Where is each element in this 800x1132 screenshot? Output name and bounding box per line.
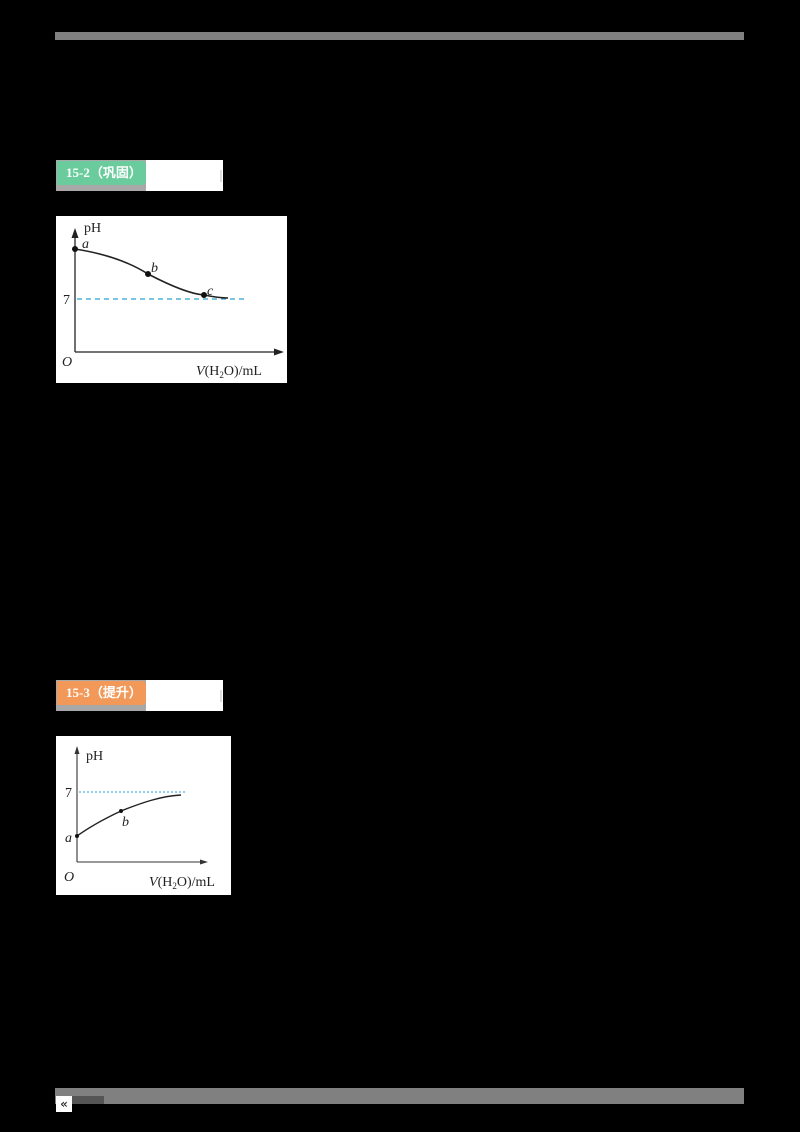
chart-15-2-svg: pH a b c 7 O V(H2O)/mL — [62, 221, 284, 380]
point-label-b: b — [151, 261, 158, 276]
badge-mark — [220, 690, 222, 702]
footer-segment — [72, 1096, 104, 1104]
y-axis-arrow-icon — [71, 228, 79, 238]
x-axis-label: V(H2O)/mL — [196, 364, 262, 380]
y-axis-arrow-icon — [74, 746, 80, 754]
header-rule — [55, 32, 744, 40]
x-axis-label: V(H2O)/mL — [149, 875, 215, 891]
y-axis-label: pH — [86, 749, 103, 764]
point-label-b: b — [122, 815, 129, 830]
y-axis-label: pH — [84, 221, 101, 236]
chart-15-2: pH a b c 7 O V(H2O)/mL — [56, 216, 287, 383]
ref-tick-label: 7 — [63, 293, 70, 308]
point-label-a: a — [65, 831, 72, 846]
badge-mark — [220, 170, 222, 182]
point-label-a: a — [82, 237, 89, 252]
back-icon[interactable]: « — [56, 1096, 72, 1112]
origin-label: O — [64, 870, 74, 885]
footer-rule — [55, 1088, 744, 1104]
x-axis-arrow-icon — [274, 348, 284, 356]
section-header-15-2: 15-2（巩固） — [56, 160, 223, 191]
origin-label: O — [62, 355, 72, 370]
section-badge: 15-2（巩固） — [57, 161, 146, 185]
ref-tick-label: 7 — [65, 786, 72, 801]
x-axis-arrow-icon — [200, 859, 208, 865]
point-label-c: c — [207, 284, 214, 299]
section-header-15-3: 15-3（提升） — [56, 680, 223, 711]
section-badge: 15-3（提升） — [57, 681, 146, 705]
chart-15-3-svg: pH 7 a b O V(H2O)/mL — [64, 746, 215, 891]
chart-15-3: pH 7 a b O V(H2O)/mL — [56, 736, 231, 895]
